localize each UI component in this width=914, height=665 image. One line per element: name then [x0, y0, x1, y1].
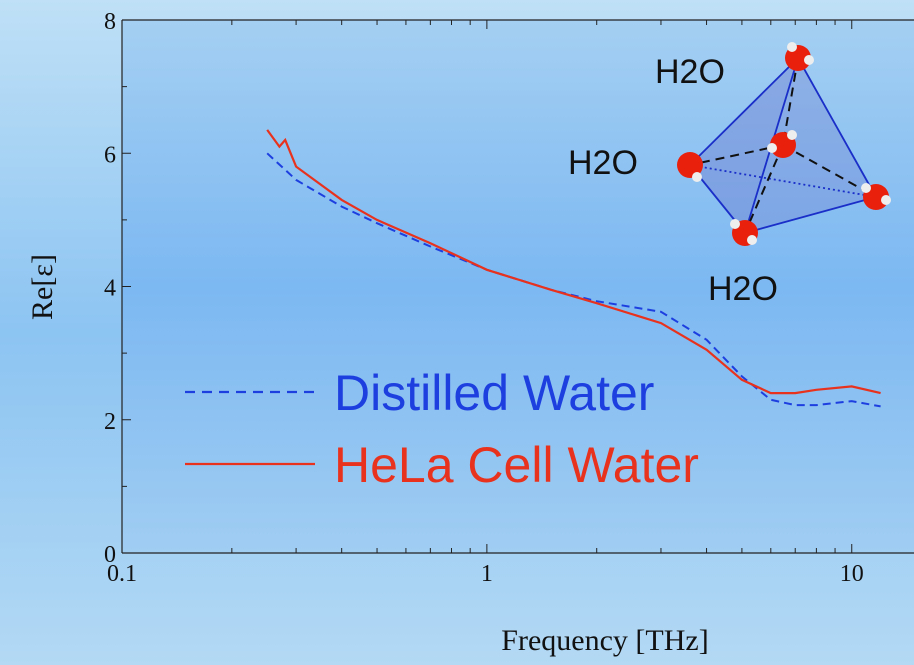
y-tick-label: 2 [104, 409, 116, 435]
y-tick-label: 6 [104, 142, 116, 168]
legend-label: HeLa Cell Water [334, 437, 699, 493]
y-axis-label: Re[ε] [26, 254, 59, 320]
legend-label: Distilled Water [334, 365, 654, 421]
y-tick-label: 8 [104, 9, 116, 35]
annotation: H2O [568, 144, 638, 182]
x-tick-label: 10 [840, 561, 864, 587]
x-axis-label: Frequency [THz] [501, 624, 708, 657]
annotation: H2O [708, 270, 778, 308]
x-tick-label: 1 [481, 561, 493, 587]
chart: 024680.1110 Frequency [THz] Re[ε] Distil… [0, 0, 914, 665]
annotation: H2O [655, 53, 725, 91]
y-tick-label: 4 [104, 276, 116, 302]
x-tick-label: 0.1 [107, 561, 137, 587]
page: 024680.1110 Frequency [THz] Re[ε] Distil… [0, 0, 914, 665]
